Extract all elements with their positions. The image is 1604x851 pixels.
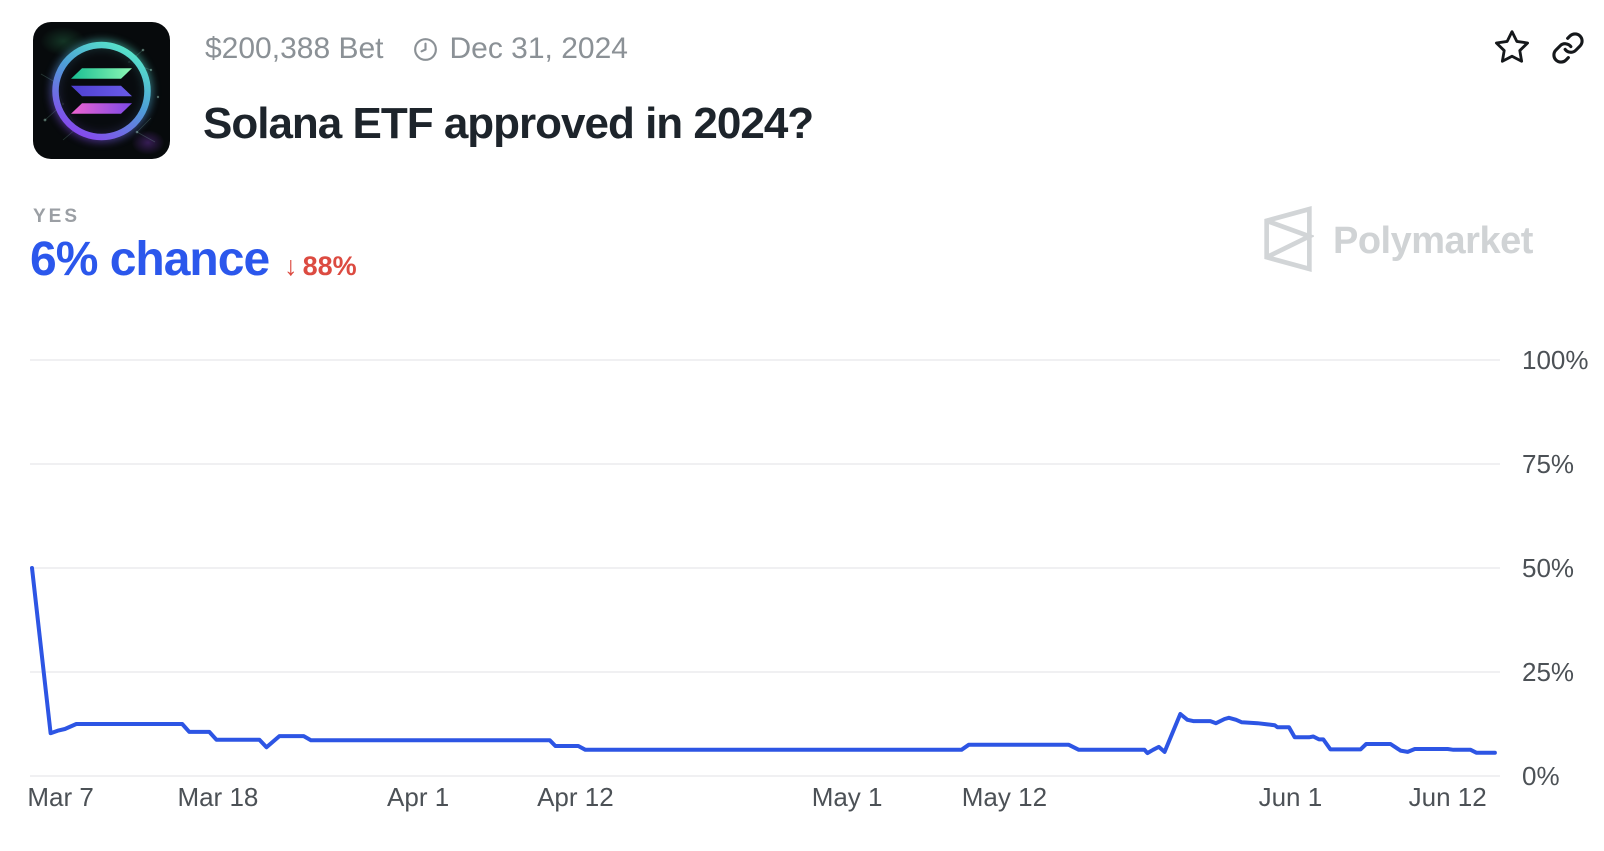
y-tick-label: 75% <box>1522 449 1574 479</box>
y-tick-label: 50% <box>1522 553 1574 583</box>
outcome-label: YES <box>33 206 81 227</box>
market-title: Solana ETF approved in 2024? <box>203 99 814 148</box>
market-meta: $200,388 Bet Dec 31, 2024 <box>205 32 628 66</box>
chance-value: 6% chance <box>30 233 270 286</box>
favorite-button[interactable] <box>1492 27 1532 67</box>
clock-icon <box>412 36 439 63</box>
y-tick-label: 25% <box>1522 657 1574 687</box>
x-tick-label: Apr 12 <box>537 782 614 812</box>
x-tick-label: Apr 1 <box>387 782 449 812</box>
copy-link-button[interactable] <box>1551 31 1585 65</box>
polymarket-logo-icon <box>1262 206 1316 277</box>
change-indicator: ↓ 88% <box>284 251 357 282</box>
x-tick-label: Jun 1 <box>1259 782 1323 812</box>
chance-row: 6% chance ↓ 88% <box>30 232 357 287</box>
bet-amount: $200,388 Bet <box>205 32 384 65</box>
y-tick-label: 100% <box>1522 345 1589 375</box>
probability-line <box>30 566 1497 756</box>
market-avatar <box>33 22 170 159</box>
x-tick-label: Jun 12 <box>1409 782 1487 812</box>
x-tick-label: May 12 <box>962 782 1047 812</box>
change-value: 88% <box>302 251 357 281</box>
y-tick-label: 0% <box>1522 761 1560 791</box>
x-tick-label: May 1 <box>812 782 883 812</box>
probability-chart: 100% 75% 50% 25% 0% Mar 7 Mar 18 Apr 1 Apr 12 May… <box>0 330 1604 846</box>
polymarket-watermark[interactable]: Polymarket <box>1262 206 1533 277</box>
watermark-text: Polymarket <box>1333 220 1533 262</box>
x-tick-label: Mar 7 <box>27 782 93 812</box>
down-arrow-icon: ↓ <box>284 251 298 281</box>
star-icon <box>1492 30 1532 70</box>
probability-chart-svg: 100% 75% 50% 25% 0% Mar 7 Mar 18 Apr 1 Apr 12 May… <box>27 345 1589 812</box>
link-icon <box>1551 32 1585 68</box>
x-tick-label: Mar 18 <box>177 782 258 812</box>
end-date: Dec 31, 2024 <box>449 32 628 65</box>
solana-logo-icon <box>40 39 160 143</box>
